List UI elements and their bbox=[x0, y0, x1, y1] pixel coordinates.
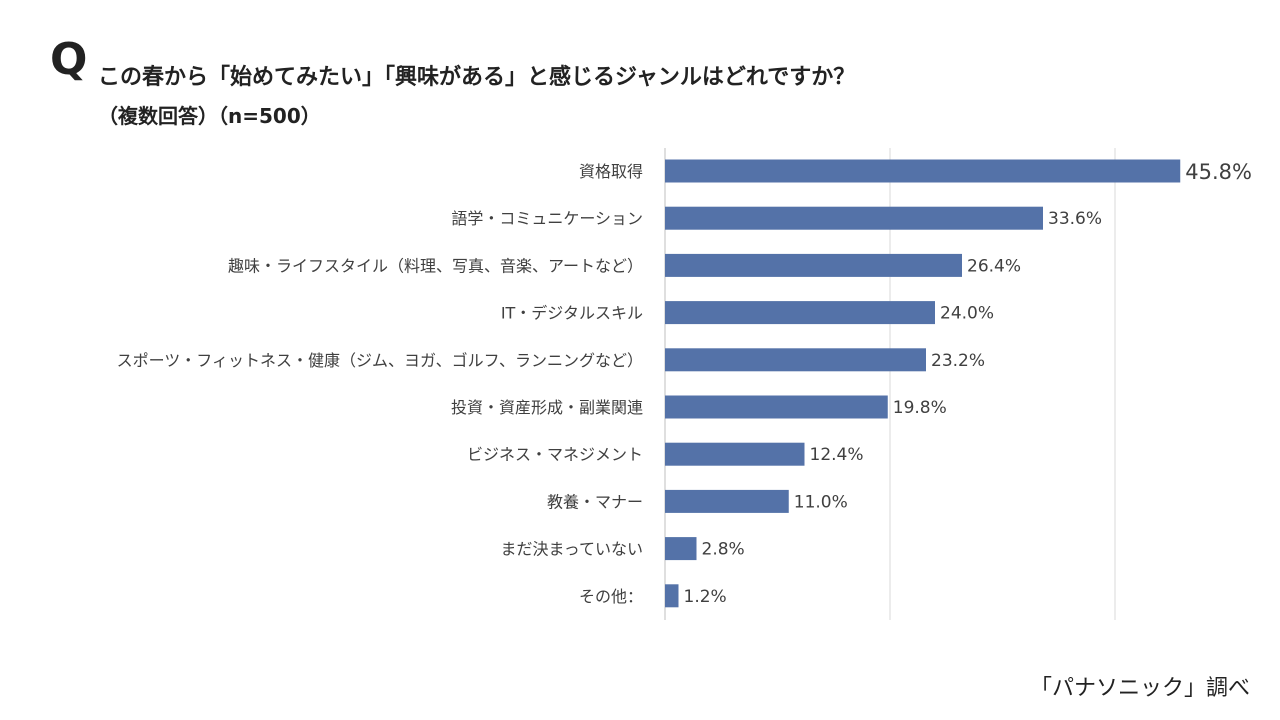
value-label: 2.8% bbox=[702, 540, 745, 560]
bar bbox=[665, 301, 935, 325]
bar bbox=[665, 206, 1043, 230]
value-label: 19.8% bbox=[893, 398, 947, 418]
value-label: 11.0% bbox=[794, 492, 848, 512]
category-label: ビジネス・マネジメント bbox=[467, 445, 643, 464]
bar bbox=[665, 442, 805, 466]
question-title: この春から「始めてみたい」「興味がある」と感じるジャンルはどれですか？ bbox=[98, 65, 856, 90]
bar bbox=[665, 159, 1181, 183]
category-label: 語学・コミュニケーション bbox=[451, 209, 643, 228]
category-label: IT・デジタルスキル bbox=[501, 304, 643, 323]
value-label: 33.6% bbox=[1048, 209, 1102, 229]
value-label: 23.2% bbox=[931, 351, 985, 371]
question-q-mark: Q bbox=[50, 34, 88, 85]
bar bbox=[665, 253, 962, 277]
category-label: スポーツ・フィットネス・健康（ジム、ヨガ、ゴルフ、ランニングなど） bbox=[117, 351, 643, 370]
value-label: 1.2% bbox=[684, 587, 727, 607]
source-note: 「パナソニック」調べ bbox=[1029, 676, 1250, 701]
category-label: 趣味・ライフスタイル（料理、写真、音楽、アートなど） bbox=[228, 256, 643, 275]
value-label: 12.4% bbox=[810, 445, 864, 465]
category-label: 資格取得 bbox=[579, 162, 643, 181]
value-label: 24.0% bbox=[940, 304, 994, 324]
bar bbox=[665, 584, 679, 608]
bar bbox=[665, 348, 926, 372]
bar bbox=[665, 489, 789, 513]
category-label: まだ決まっていない bbox=[500, 540, 643, 559]
bar bbox=[665, 537, 697, 561]
category-label: 教養・マナー bbox=[547, 492, 643, 511]
category-label: その他： bbox=[579, 587, 643, 606]
category-label: 投資・資産形成・副業関連 bbox=[451, 398, 643, 417]
value-label: 45.8% bbox=[1185, 160, 1252, 184]
question-subtitle: （複数回答）（n=500） bbox=[98, 104, 321, 128]
value-label: 26.4% bbox=[967, 256, 1021, 276]
bar bbox=[665, 395, 888, 419]
